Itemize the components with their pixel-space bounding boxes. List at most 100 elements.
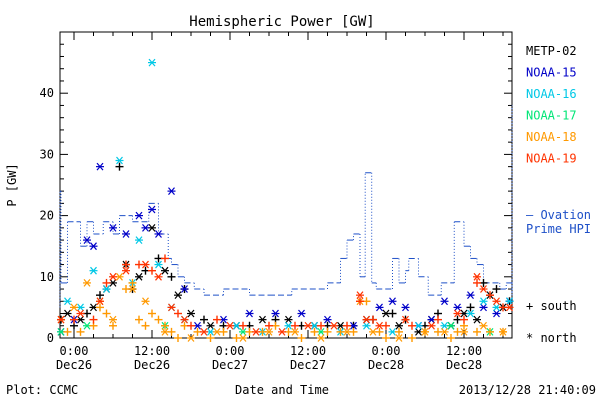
- timestamp: 2013/12/28 21:40:09: [459, 383, 596, 397]
- point-noaa-15-north: [271, 309, 280, 318]
- point-metp-02-south: [167, 272, 176, 281]
- point-noaa-18-south: [174, 334, 182, 342]
- point-noaa-19-south: [408, 321, 416, 330]
- point-noaa-16-north: [479, 297, 488, 306]
- point-metp-02-north: [395, 321, 403, 330]
- point-noaa-18-north: [187, 334, 195, 342]
- point-noaa-18-north: [479, 321, 488, 330]
- point-metp-02-north: [473, 315, 481, 324]
- point-noaa-18-south: [128, 278, 137, 287]
- point-noaa-18-north: [265, 327, 273, 336]
- point-noaa-18-south: [473, 327, 481, 336]
- point-noaa-19-north: [122, 266, 130, 275]
- chart-title: Hemispheric Power [GW]: [189, 14, 374, 30]
- point-noaa-15-north: [388, 297, 397, 306]
- point-noaa-16-north: [115, 156, 124, 165]
- y-axis-label: P [GW]: [5, 163, 19, 206]
- point-metp-02-north: [187, 309, 195, 318]
- point-metp-02-south: [466, 303, 475, 312]
- point-noaa-18-north: [460, 327, 468, 336]
- point-noaa-16-north: [154, 260, 163, 269]
- point-metp-02-south: [492, 285, 501, 294]
- point-noaa-16-north: [63, 297, 72, 306]
- legend-metp-02: METP-02: [526, 44, 577, 58]
- point-noaa-17-north: [447, 321, 455, 330]
- point-noaa-15-north: [492, 309, 501, 318]
- point-noaa-19-north: [330, 321, 338, 330]
- x-axis-label: Date and Time: [235, 383, 329, 397]
- point-noaa-18-south: [408, 334, 416, 342]
- x-tick-date-label: Dec26: [56, 358, 92, 372]
- x-tick-time-label: 0:00: [60, 344, 89, 358]
- point-noaa-15-north: [122, 230, 130, 238]
- x-tick-date-label: Dec28: [368, 358, 404, 372]
- point-noaa-19-south: [486, 291, 494, 300]
- point-noaa-19-north: [154, 272, 163, 281]
- point-metp-02-south: [115, 162, 124, 171]
- legend-noaa-17: NOAA-17: [526, 109, 577, 123]
- point-noaa-16-north: [135, 236, 143, 244]
- y-tick-label: 0: [47, 331, 54, 345]
- point-noaa-18-north: [499, 327, 507, 336]
- point-noaa-15-north: [148, 205, 156, 214]
- plot-credit: Plot: CCMC: [6, 383, 78, 397]
- point-noaa-19-south: [174, 309, 182, 318]
- point-noaa-18-north: [440, 327, 449, 336]
- point-noaa-19-north: [96, 297, 104, 306]
- point-noaa-15-north: [401, 303, 410, 312]
- legend-noaa-19: NOAA-19: [526, 152, 577, 166]
- point-noaa-19-north: [401, 315, 410, 324]
- point-noaa-18-south: [141, 321, 150, 330]
- point-noaa-19-south: [343, 321, 351, 330]
- point-noaa-18-south: [63, 327, 72, 336]
- point-noaa-19-south: [460, 315, 468, 324]
- legend-noaa-16: NOAA-16: [526, 87, 577, 101]
- point-noaa-18-north: [239, 334, 247, 342]
- point-noaa-15-north: [96, 162, 104, 171]
- point-noaa-19-north: [362, 315, 371, 324]
- point-noaa-15-north: [141, 223, 150, 232]
- point-noaa-19-north: [141, 260, 150, 269]
- data-points: [57, 58, 514, 342]
- ovation-hpi-line: [59, 105, 513, 308]
- point-metp-02-north: [206, 321, 215, 330]
- point-noaa-19-south: [317, 321, 325, 330]
- point-noaa-16-north: [466, 309, 475, 318]
- point-noaa-19-south: [102, 278, 111, 287]
- point-metp-02-north: [258, 315, 267, 324]
- x-tick-date-label: Dec27: [290, 358, 326, 372]
- point-noaa-18-south: [161, 321, 169, 330]
- legend-noaa-18: NOAA-18: [526, 130, 577, 144]
- plot-frame: [59, 31, 513, 339]
- y-axis: 0 10 20 30 40: [40, 43, 512, 345]
- point-noaa-19-north: [200, 327, 208, 336]
- x-axis: 0:00Dec2612:00Dec260:00Dec2712:00Dec270:…: [56, 32, 504, 372]
- point-noaa-16-north: [505, 297, 514, 306]
- point-noaa-19-south: [89, 315, 98, 324]
- point-noaa-19-north: [505, 303, 514, 312]
- point-noaa-18-south: [382, 334, 390, 342]
- point-noaa-15-north: [297, 309, 306, 318]
- point-noaa-15-north: [466, 291, 475, 300]
- point-noaa-19-north: [375, 321, 384, 330]
- point-metp-02-north: [284, 315, 293, 324]
- ovation-legend-label: — Ovation: [526, 208, 591, 222]
- point-noaa-18-south: [395, 327, 403, 336]
- point-noaa-19-north: [278, 327, 286, 336]
- point-noaa-18-south: [323, 327, 332, 336]
- legend-noaa-15: NOAA-15: [526, 66, 577, 80]
- point-noaa-19-south: [356, 297, 364, 306]
- point-noaa-18-north: [109, 315, 117, 324]
- point-noaa-19-south: [213, 315, 221, 324]
- point-noaa-18-north: [369, 327, 377, 336]
- point-noaa-19-south: [473, 278, 481, 287]
- point-noaa-18-north: [291, 327, 299, 336]
- x-tick-time-label: 0:00: [372, 344, 401, 358]
- ovation-legend-label-2: Prime HPI: [526, 222, 591, 236]
- point-noaa-18-south: [96, 303, 104, 312]
- y-tick-label: 30: [40, 147, 54, 161]
- point-noaa-15-north: [167, 187, 176, 196]
- point-noaa-18-north: [395, 334, 403, 342]
- point-noaa-19-south: [187, 321, 195, 330]
- x-tick-time-label: 0:00: [216, 344, 245, 358]
